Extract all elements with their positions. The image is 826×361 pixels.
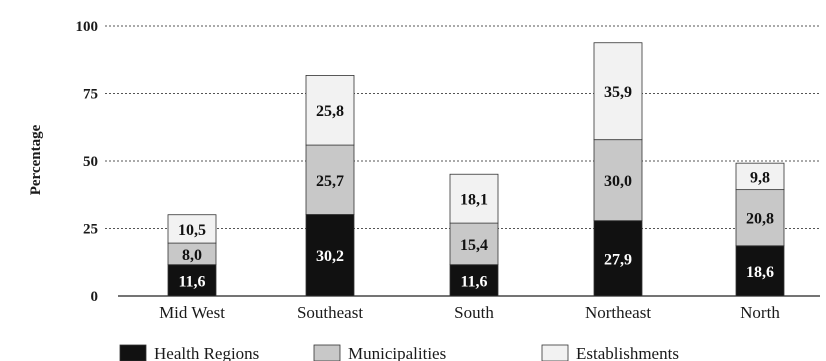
data-label: 30,2 <box>316 248 344 265</box>
data-label: 18,1 <box>460 192 488 209</box>
bar-segment <box>305 144 355 215</box>
data-label: 35,9 <box>604 84 632 101</box>
legend-label: Health Regions <box>154 344 259 361</box>
data-label: 11,6 <box>460 273 487 290</box>
bar-segment <box>167 214 217 244</box>
y-tick-label: 100 <box>76 19 99 35</box>
y-axis-label: Percentage <box>28 124 44 195</box>
x-tick-label: Southeast <box>297 303 363 322</box>
bar-segment <box>305 214 355 297</box>
data-label: 25,7 <box>316 173 344 190</box>
data-label: 25,8 <box>316 103 344 120</box>
data-label: 27,9 <box>604 251 632 268</box>
data-label: 8,0 <box>182 247 202 264</box>
y-tick-label: 0 <box>91 289 99 305</box>
legend-label: Establishments <box>576 344 679 361</box>
y-tick-label: 25 <box>83 222 98 238</box>
y-tick-label: 50 <box>83 154 98 170</box>
x-tick-label: Northeast <box>585 303 651 322</box>
bar-segment <box>593 220 643 297</box>
data-label: 9,8 <box>750 169 770 186</box>
y-tick-label: 75 <box>83 87 98 103</box>
x-tick-label: North <box>740 303 780 322</box>
bar-segment <box>449 173 499 224</box>
x-tick-label: Mid West <box>159 303 225 322</box>
legend: Health Regions Municipalities Establishmen… <box>119 344 679 361</box>
bar-segment <box>593 139 643 222</box>
data-label: 15,4 <box>460 237 488 254</box>
bars <box>167 42 785 297</box>
bar-segment <box>735 245 785 297</box>
bar-segment <box>305 75 355 146</box>
legend-swatch <box>313 344 341 361</box>
data-label: 18,6 <box>746 264 774 281</box>
bar-segment <box>735 162 785 191</box>
axes: 0 25 50 75 100 Mid West Southeast South Northeas… <box>76 19 820 322</box>
legend-swatch <box>541 344 569 361</box>
data-label: 10,5 <box>178 222 206 239</box>
data-label: 30,0 <box>604 173 632 190</box>
bar-segment <box>735 189 785 247</box>
data-label: 11,6 <box>178 273 205 290</box>
x-tick-label: South <box>454 303 494 322</box>
bar-segment <box>593 42 643 141</box>
data-labels: 11,6 8,0 10,5 30,2 25,7 25,8 11,6 15,4 18,1 27,9 3… <box>178 84 774 290</box>
legend-swatch <box>119 344 147 361</box>
legend-label: Municipalities <box>348 344 446 361</box>
data-label: 20,8 <box>746 211 774 228</box>
bar-segment <box>449 264 499 297</box>
